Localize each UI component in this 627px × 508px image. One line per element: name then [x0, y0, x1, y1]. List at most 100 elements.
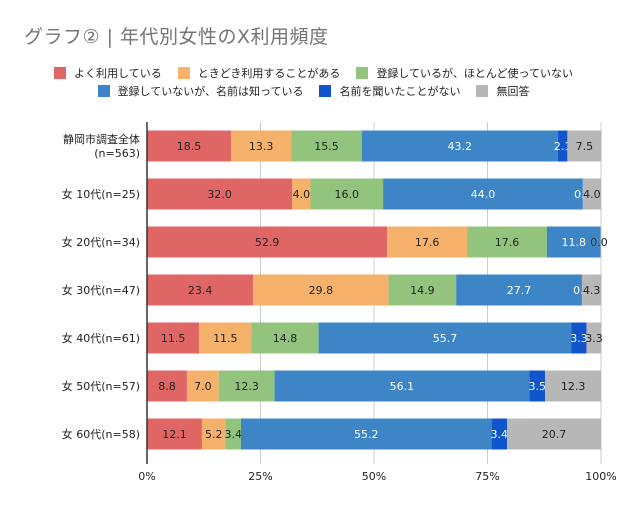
- legend-label: ときどき利用することがある: [197, 66, 341, 80]
- data-label: 4.0: [293, 188, 311, 201]
- bar-segment: [581, 274, 602, 306]
- bar-segment: [310, 178, 384, 210]
- data-label: 14.9: [410, 284, 435, 297]
- bar-segment: [201, 418, 226, 450]
- legend-swatch: [177, 66, 190, 79]
- x-tick-label: 75%: [475, 470, 499, 483]
- data-label: 32.0: [207, 188, 232, 201]
- legend-item: 無回答: [476, 83, 529, 99]
- category-label: 女 60代(n=58): [62, 427, 140, 441]
- category-label: 女 50代(n=57): [62, 379, 140, 393]
- legend-swatch: [319, 84, 332, 97]
- legend-label: 名前を聞いたことがない: [339, 84, 461, 98]
- data-label: 3.5: [528, 380, 546, 393]
- legend-swatch: [476, 84, 489, 97]
- x-tick-label: 25%: [248, 470, 272, 483]
- legend-item: 名前を聞いたことがない: [319, 83, 460, 99]
- data-label: 2.1: [554, 140, 572, 153]
- data-label: 11.5: [213, 332, 238, 345]
- chart-title: グラフ② | 年代別女性のX利用頻度: [24, 26, 329, 48]
- bar-segment: [147, 370, 187, 402]
- bar-segment: [147, 418, 202, 450]
- data-label: 55.2: [354, 428, 379, 441]
- bar-segment: [147, 274, 254, 306]
- bar-segment: [387, 226, 468, 258]
- category-label: 静岡市調査全体(n=563): [63, 132, 140, 160]
- data-label: 43.2: [448, 140, 473, 153]
- data-label: 56.1: [390, 380, 415, 393]
- bar-segment: [545, 370, 601, 402]
- data-label: 27.7: [507, 284, 532, 297]
- data-label: 3.4: [225, 428, 243, 441]
- data-label: 15.5: [314, 140, 339, 153]
- bar-segment: [567, 130, 602, 162]
- data-label: 4.3: [583, 284, 601, 297]
- bar-segment: [292, 178, 311, 210]
- bar-segment: [274, 370, 530, 402]
- bar-segment: [225, 418, 241, 450]
- bar-segment: [507, 418, 601, 450]
- bar-segment: [147, 130, 231, 162]
- data-label: 3.4: [491, 428, 509, 441]
- data-label: 12.3: [234, 380, 259, 393]
- x-tick-label: 0%: [138, 470, 155, 483]
- legend-label: 登録していないが、名前は知っている: [117, 84, 304, 98]
- legend-swatch: [54, 66, 67, 79]
- bar-segment: [218, 370, 275, 402]
- bar-segment: [147, 322, 200, 354]
- data-label: 0.0: [590, 236, 608, 249]
- legend-item: 登録していないが、名前は知っている: [97, 83, 304, 99]
- data-label: 7.0: [194, 380, 212, 393]
- data-label: 20.7: [542, 428, 567, 441]
- bar-segment: [253, 274, 389, 306]
- data-label: 3.3: [585, 332, 603, 345]
- bar-segment: [467, 226, 547, 258]
- legend-row-1: よく利用している ときどき利用することがある 登録しているが、ほとんど使っていない: [0, 63, 627, 82]
- data-label: 7.5: [576, 140, 594, 153]
- bar-segment: [251, 322, 319, 354]
- data-label: 14.8: [273, 332, 298, 345]
- data-label: 11.8: [562, 236, 587, 249]
- data-label: 23.4: [188, 284, 213, 297]
- bar-segment: [571, 322, 587, 354]
- data-label: 11.5: [161, 332, 186, 345]
- data-label: 29.8: [309, 284, 334, 297]
- legend-swatch: [97, 84, 110, 97]
- bar-segment: [383, 178, 583, 210]
- category-label: 女 20代(n=34): [62, 235, 140, 249]
- bar-segment: [240, 418, 492, 450]
- bar-segment: [529, 370, 546, 402]
- category-label: 女 40代(n=61): [62, 331, 140, 345]
- data-label: 52.9: [255, 236, 280, 249]
- data-label: 3.3: [570, 332, 588, 345]
- data-label: 18.5: [177, 140, 202, 153]
- bar-segment: [147, 226, 388, 258]
- data-label: 13.3: [249, 140, 274, 153]
- legend-label: 無回答: [496, 84, 530, 98]
- bar-segment: [456, 274, 582, 306]
- bar-segment: [147, 178, 293, 210]
- x-tick-label: 50%: [362, 470, 386, 483]
- bar-segment: [491, 418, 508, 450]
- x-tick-label: 100%: [585, 470, 616, 483]
- legend-item: ときどき利用することがある: [177, 65, 341, 81]
- bar-segment: [388, 274, 457, 306]
- bar-segment: [318, 322, 572, 354]
- data-label: 17.6: [495, 236, 520, 249]
- bar-segment: [546, 226, 601, 258]
- legend-label: よく利用している: [74, 66, 162, 80]
- legend-row-2: 登録していないが、名前は知っている 名前を聞いたことがない 無回答: [0, 81, 627, 100]
- bar-segment: [186, 370, 219, 402]
- data-label: 0.0: [590, 236, 608, 249]
- data-label: 5.2: [205, 428, 223, 441]
- bar-segment: [199, 322, 252, 354]
- category-label: 女 30代(n=47): [62, 283, 140, 297]
- data-label: 12.1: [162, 428, 187, 441]
- legend-label: 登録しているが、ほとんど使っていない: [376, 66, 573, 80]
- category-label: 女 10代(n=25): [62, 187, 140, 201]
- data-label: 55.7: [433, 332, 458, 345]
- bar-segment: [586, 322, 602, 354]
- bar-segment: [230, 130, 292, 162]
- data-label: 44.0: [471, 188, 496, 201]
